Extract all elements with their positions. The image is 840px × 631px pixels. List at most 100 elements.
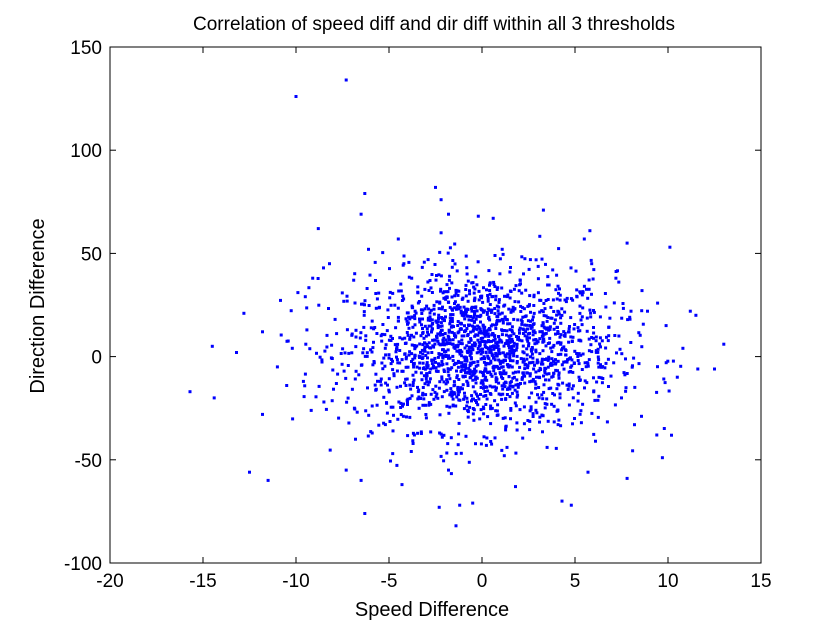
data-point <box>631 449 635 453</box>
data-point <box>480 296 483 300</box>
data-point <box>429 430 433 434</box>
data-point <box>569 266 573 270</box>
data-point <box>595 380 599 384</box>
data-point <box>540 309 544 313</box>
data-point <box>451 397 455 401</box>
data-point <box>514 404 518 408</box>
data-point <box>557 291 560 295</box>
data-point <box>411 373 415 377</box>
data-point <box>497 340 500 344</box>
data-point <box>599 345 602 349</box>
data-point <box>498 319 502 323</box>
data-point <box>410 360 413 363</box>
data-point <box>453 383 457 387</box>
data-point <box>511 371 515 375</box>
data-point <box>499 359 503 363</box>
data-point <box>520 291 524 295</box>
data-point <box>484 394 488 397</box>
data-point <box>322 400 326 404</box>
data-point <box>266 478 270 482</box>
data-point <box>488 292 492 296</box>
data-point <box>494 378 498 382</box>
data-point <box>361 351 365 355</box>
data-point <box>493 307 497 310</box>
data-point <box>497 335 501 339</box>
data-point <box>623 373 627 377</box>
data-point <box>580 368 584 371</box>
data-point <box>468 345 471 349</box>
data-point <box>364 334 368 338</box>
data-point <box>557 373 561 377</box>
data-point <box>555 273 559 277</box>
data-point <box>400 358 404 362</box>
data-point <box>557 371 561 375</box>
data-point <box>526 304 530 308</box>
data-point <box>482 435 486 439</box>
data-point <box>433 390 437 394</box>
data-point <box>452 325 455 329</box>
data-point <box>604 361 608 365</box>
data-point <box>523 367 527 371</box>
data-point <box>594 439 597 443</box>
data-point <box>406 397 410 401</box>
data-point <box>372 361 376 365</box>
data-point <box>457 307 461 311</box>
data-point <box>585 381 589 385</box>
data-point <box>541 337 545 341</box>
data-point <box>670 433 673 437</box>
data-point <box>598 342 602 346</box>
data-point <box>533 363 536 367</box>
data-point <box>515 361 519 365</box>
data-point <box>552 420 556 424</box>
data-point <box>557 376 561 380</box>
data-point <box>535 361 539 365</box>
data-point <box>547 328 551 332</box>
data-point <box>560 348 564 352</box>
data-point <box>382 421 386 425</box>
data-point <box>592 310 596 314</box>
data-point <box>514 383 518 387</box>
data-point <box>497 350 501 354</box>
data-point <box>436 339 440 343</box>
data-point <box>473 367 477 371</box>
data-point <box>562 345 566 349</box>
data-point <box>428 279 432 282</box>
data-point <box>543 371 547 375</box>
data-point <box>584 365 588 369</box>
data-point <box>452 380 456 384</box>
data-point <box>526 366 530 370</box>
data-point <box>350 332 354 336</box>
data-point <box>444 315 447 319</box>
data-point <box>404 365 408 369</box>
data-point <box>388 290 392 294</box>
data-point <box>544 262 547 266</box>
data-point <box>370 350 374 354</box>
data-point <box>477 331 481 335</box>
data-point <box>508 356 512 360</box>
data-point <box>374 292 378 295</box>
data-point <box>420 357 424 360</box>
data-point <box>466 370 470 374</box>
data-point <box>497 392 501 396</box>
data-point <box>445 378 449 382</box>
data-point <box>481 382 485 386</box>
data-point <box>468 289 471 293</box>
data-point <box>465 344 469 348</box>
data-point <box>484 403 488 406</box>
data-point <box>514 451 518 455</box>
data-point <box>476 403 480 407</box>
data-point <box>457 361 461 365</box>
data-point <box>534 348 538 352</box>
data-point <box>521 327 525 331</box>
data-point <box>578 311 582 315</box>
data-point <box>447 373 451 377</box>
data-point <box>400 299 404 302</box>
data-point <box>411 357 415 361</box>
data-point <box>469 338 473 342</box>
data-point <box>493 436 497 440</box>
data-point <box>459 322 463 326</box>
data-point <box>439 289 442 293</box>
data-point <box>537 386 541 389</box>
data-point <box>466 410 470 414</box>
